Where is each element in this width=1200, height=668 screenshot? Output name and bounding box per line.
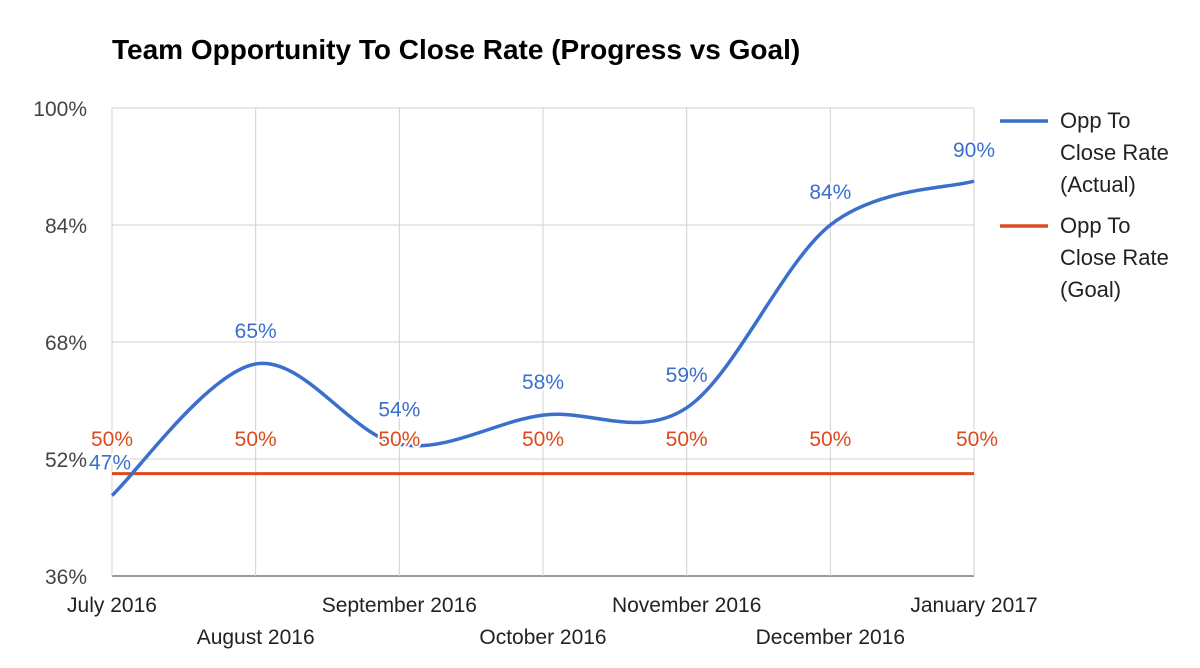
chart-title: Team Opportunity To Close Rate (Progress… xyxy=(112,34,801,65)
goal-data-label: 50% xyxy=(666,428,708,451)
y-tick-label: 52% xyxy=(45,449,87,472)
legend-label: Close Rate xyxy=(1060,245,1169,270)
legend-label: Opp To xyxy=(1060,108,1131,133)
x-tick-label: September 2016 xyxy=(322,594,477,617)
goal-data-label: 50% xyxy=(956,428,998,451)
goal-data-label: 50% xyxy=(809,428,851,451)
y-tick-label: 100% xyxy=(33,98,87,121)
actual-data-label: 84% xyxy=(809,181,851,204)
actual-data-label: 54% xyxy=(378,398,420,421)
legend-label: Opp To xyxy=(1060,213,1131,238)
goal-data-label: 50% xyxy=(91,428,133,451)
x-tick-label: November 2016 xyxy=(612,594,761,617)
actual-data-label: 47% xyxy=(89,452,131,475)
y-tick-label: 84% xyxy=(45,215,87,238)
x-tick-label: December 2016 xyxy=(756,626,905,649)
actual-data-label: 90% xyxy=(953,139,995,162)
x-tick-label: August 2016 xyxy=(197,626,315,649)
goal-data-label: 50% xyxy=(378,428,420,451)
actual-series-line xyxy=(110,179,975,497)
y-tick-label: 36% xyxy=(45,566,87,589)
actual-data-label: 65% xyxy=(235,320,277,343)
x-tick-label: July 2016 xyxy=(67,594,157,617)
goal-data-label: 50% xyxy=(522,428,564,451)
goal-data-label: 50% xyxy=(235,428,277,451)
actual-data-label: 59% xyxy=(666,364,708,387)
actual-data-label: 58% xyxy=(522,371,564,394)
x-tick-label: October 2016 xyxy=(479,626,606,649)
legend-label: (Actual) xyxy=(1060,172,1136,197)
y-tick-label: 68% xyxy=(45,332,87,355)
legend-label: Close Rate xyxy=(1060,140,1169,165)
legend-label: (Goal) xyxy=(1060,277,1121,302)
x-tick-label: January 2017 xyxy=(910,594,1037,617)
